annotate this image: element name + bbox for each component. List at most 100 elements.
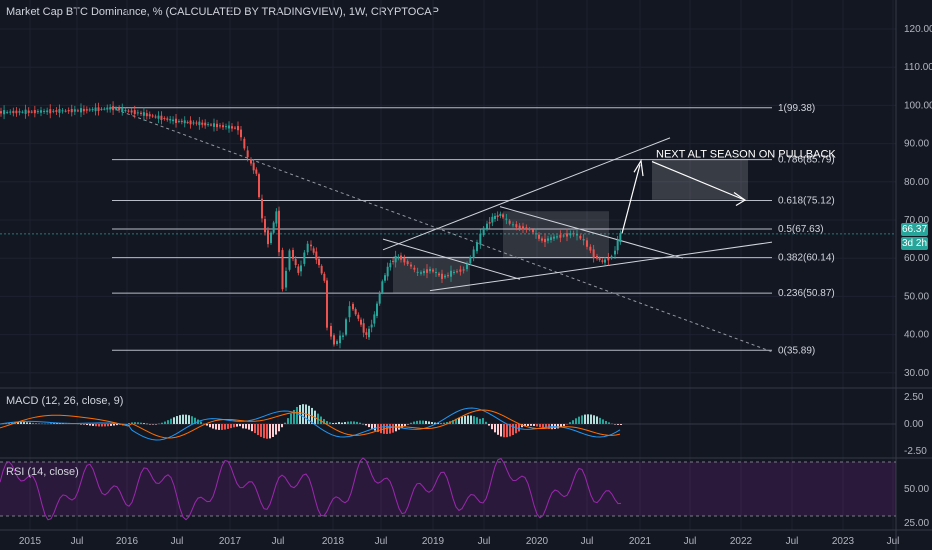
candle-body: [0, 111, 2, 114]
candle-body: [169, 119, 172, 121]
candle-body: [462, 269, 465, 271]
candle-body: [243, 138, 246, 149]
candle-body: [9, 111, 12, 113]
macd-histogram-bar: [188, 415, 190, 424]
candle-body: [365, 332, 368, 336]
rsi-pane: [0, 457, 896, 521]
candle-body: [136, 112, 139, 114]
projection-arrowhead: [633, 159, 644, 177]
candle-body: [312, 248, 315, 253]
macd-histogram-bar: [224, 424, 226, 430]
macd-histogram-bar: [215, 424, 217, 430]
macd-histogram-bar: [422, 420, 424, 424]
candle-body: [538, 234, 540, 239]
time-tick-label: Jul: [887, 536, 900, 547]
time-tick-label: Jul: [171, 536, 184, 547]
candle-body: [272, 222, 275, 233]
macd-histogram-bar: [107, 424, 109, 427]
macd-histogram-bar: [212, 424, 214, 429]
macd-histogram-bar: [404, 424, 406, 426]
macd-histogram-bar: [392, 424, 394, 433]
candle-body: [429, 269, 431, 272]
candle-body: [416, 271, 419, 273]
time-tick-label: 2015: [19, 536, 42, 547]
candle-body: [6, 111, 9, 113]
candle-body: [450, 270, 452, 277]
time-tick-label: Jul: [375, 536, 388, 547]
macd-histogram-bar: [371, 424, 373, 429]
candle-body: [24, 109, 27, 114]
annotation-group: NEXT ALT SEASON ON PULLBACK: [621, 149, 836, 234]
candle-body: [528, 228, 531, 230]
candle-body: [163, 117, 166, 119]
candle-body: [525, 227, 528, 230]
macd-histogram-bar: [350, 421, 352, 424]
candle-body: [192, 122, 195, 124]
candle-body: [572, 233, 575, 235]
price-tick-label: 100.00: [904, 100, 932, 111]
candle-body: [3, 110, 6, 115]
macd-histogram-bar: [266, 424, 268, 439]
fib-level-label: 0.236(50.87): [778, 288, 835, 299]
macd-line: [0, 407, 621, 441]
candle-body: [596, 255, 598, 259]
candle-body: [607, 257, 610, 261]
candle-body: [441, 273, 443, 279]
candle-body: [180, 120, 183, 123]
macd-histogram-bar: [593, 415, 595, 424]
candle-body: [210, 124, 212, 126]
candle-body: [423, 270, 425, 274]
macd-histogram-bar: [194, 417, 196, 424]
price-tick-label: 40.00: [904, 330, 929, 341]
macd-histogram-bar: [611, 423, 613, 425]
candle-body: [189, 120, 192, 125]
macd-histogram-bar: [17, 422, 19, 424]
candle-body: [326, 280, 328, 328]
macd-histogram-bar: [572, 420, 574, 424]
candle-body: [43, 110, 46, 112]
macd-histogram-bar: [464, 415, 466, 424]
macd-histogram-bar: [29, 422, 31, 424]
macd-histogram-bar: [584, 414, 586, 424]
candle-body: [447, 275, 449, 277]
macd-histogram-bar: [407, 424, 409, 425]
macd-histogram-bar: [155, 424, 157, 425]
macd-histogram-bar: [347, 421, 349, 424]
macd-histogram-bar: [497, 424, 499, 435]
candle-body: [88, 109, 91, 111]
candle-body: [494, 215, 496, 219]
macd-histogram-bar: [386, 424, 388, 434]
macd-histogram-bar: [302, 404, 304, 424]
candle-body: [486, 223, 488, 229]
candle-body: [502, 214, 504, 218]
candle-body: [336, 341, 338, 344]
macd-histogram-bar: [428, 421, 430, 424]
time-tick-label: Jul: [581, 536, 594, 547]
macd-histogram-bar: [620, 424, 622, 425]
macd-histogram-bar: [515, 424, 517, 434]
macd-histogram-bar: [401, 424, 403, 428]
macd-histogram-bar: [38, 423, 40, 424]
trend-lines: [109, 106, 773, 353]
candle-body: [112, 106, 115, 111]
macd-histogram-bar: [92, 424, 94, 426]
macd-histogram-bar: [521, 424, 523, 428]
macd-histogram-bar: [146, 423, 148, 425]
macd-histogram-bar: [35, 423, 37, 424]
candle-body: [373, 314, 376, 324]
macd-histogram-bar: [338, 422, 340, 424]
macd-histogram-bar: [53, 423, 55, 424]
candle-body: [342, 335, 344, 337]
candle-body: [237, 126, 239, 131]
candle-body: [339, 335, 341, 344]
candle-body: [550, 237, 552, 240]
macd-histogram-bar: [287, 418, 289, 424]
price-tick-label: 80.00: [904, 177, 929, 188]
candle-body: [216, 123, 218, 128]
candle-body: [175, 118, 177, 123]
rsi-tick-label: 25.00: [904, 518, 929, 529]
candle-body: [400, 255, 402, 260]
time-tick-label: 2020: [526, 536, 549, 547]
candle-body: [482, 227, 485, 236]
